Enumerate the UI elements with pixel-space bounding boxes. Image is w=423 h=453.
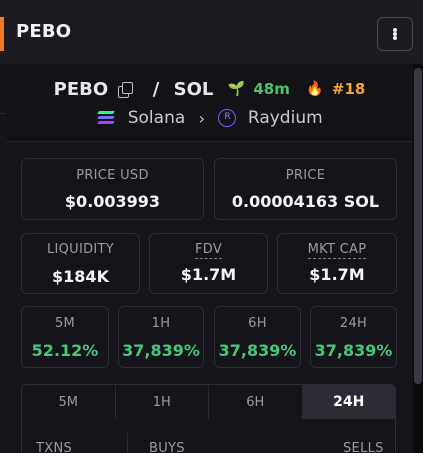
chain-link[interactable]: Solana (127, 108, 186, 128)
buys-label: BUYS (149, 441, 185, 453)
page-title: PEBO (16, 21, 72, 42)
chevron-right-icon: › (198, 108, 206, 128)
tab-1h[interactable]: 1H (116, 385, 209, 419)
txns-label: TXNS (36, 441, 73, 453)
chain-dex-breadcrumb: Solana › R Raydium (6, 108, 413, 128)
tab-6h[interactable]: 6H (209, 385, 303, 419)
fdv-label-text: FDV (194, 242, 223, 259)
change-5m-label: 5M (54, 316, 76, 331)
change-6h-card: 6H 37,839% (214, 306, 301, 368)
txns-summary: TXNS BUYS SELLS (21, 419, 396, 453)
change-5m-card: 5M 52.12% (21, 306, 109, 368)
change-5m-value: 52.12% (31, 341, 99, 360)
price-native-label: PRICE (285, 168, 326, 183)
price-usd-label: PRICE USD (76, 168, 149, 183)
more-options-button[interactable] (377, 17, 413, 51)
flame-icon: 🔥 (306, 81, 324, 97)
liquidity-value: $184K (52, 267, 109, 286)
mkt-cap-value: $1.7M (309, 265, 365, 284)
price-usd-card: PRICE USD $0.003993 (21, 158, 204, 220)
tab-24h[interactable]: 24H (302, 385, 395, 419)
price-native-value: 0.00004163 SOL (231, 192, 380, 211)
left-edge-divider (0, 113, 6, 114)
change-1h-label: 1H (151, 316, 171, 331)
raydium-icon: R (218, 109, 237, 127)
change-24h-value: 37,839% (314, 341, 393, 360)
mkt-cap-label[interactable]: MKT CAP (278, 242, 396, 259)
tab-5m[interactable]: 5M (22, 385, 116, 419)
quote-symbol: SOL (173, 78, 214, 100)
token-identity: PEBO / SOL 🌱 48m 🔥 #18 Solana › R Raydiu… (6, 64, 413, 142)
left-edge-strip (0, 64, 6, 453)
change-24h-label: 24H (339, 316, 368, 331)
fdv-card: FDV $1.7M (149, 233, 268, 294)
mkt-cap-card: MKT CAP $1.7M (277, 233, 397, 294)
scrollbar-thumb[interactable] (414, 68, 422, 384)
liquidity-card: LIQUIDITY $184K (21, 233, 140, 294)
dex-link[interactable]: Raydium (247, 108, 323, 128)
timeframe-tabs: 5M 1H 6H 24H (21, 384, 396, 420)
txns-divider (127, 433, 128, 453)
change-6h-label: 6H (248, 316, 267, 331)
price-native-card: PRICE 0.00004163 SOL (214, 158, 397, 220)
change-24h-card: 24H 37,839% (310, 306, 397, 368)
pair-age: 48m (253, 80, 290, 98)
liquidity-label: LIQUIDITY (46, 242, 115, 257)
sells-label: SELLS (343, 441, 384, 453)
fdv-label[interactable]: FDV (150, 242, 267, 259)
active-indicator (0, 17, 4, 51)
change-1h-value: 37,839% (122, 341, 200, 360)
fdv-value: $1.7M (180, 265, 237, 284)
token-symbol: PEBO (53, 78, 109, 100)
pair-header: PEBO (0, 0, 423, 64)
solana-icon (96, 111, 116, 125)
change-1h-card: 1H 37,839% (118, 306, 204, 368)
seedling-icon: 🌱 (227, 81, 246, 97)
copy-icon[interactable] (118, 81, 134, 98)
trending-rank: #18 (331, 80, 366, 98)
price-usd-value: $0.003993 (64, 192, 161, 211)
vertical-dots-icon (393, 28, 397, 40)
mkt-cap-label-text: MKT CAP (307, 242, 367, 259)
pair-separator: / (152, 78, 160, 100)
change-6h-value: 37,839% (218, 341, 297, 360)
token-pair-line: PEBO / SOL 🌱 48m 🔥 #18 (6, 78, 413, 100)
